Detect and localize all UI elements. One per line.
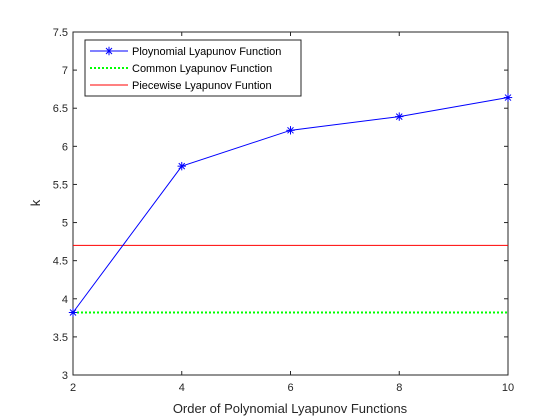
y-tick-label: 4.5 [53,256,68,268]
y-tick-label: 5 [62,218,68,230]
y-tick-label: 6 [62,141,68,153]
x-axis-label: Order of Polynomial Lyapunov Functions [173,401,408,416]
y-tick-label: 4 [62,294,68,306]
marker-stroke [105,47,113,55]
y-tick-label: 7.5 [53,27,68,39]
x-tick-label: 6 [287,382,293,394]
x-tick-label: 10 [502,382,514,394]
y-tick-label: 7 [62,65,68,77]
y-tick-label: 3.5 [53,332,68,344]
y-tick-label: 6.5 [53,103,68,115]
legend-label-0: Ploynomial Lyapunov Function [132,46,281,58]
legend-marker [104,46,114,56]
x-tick-label: 4 [179,382,185,394]
legend-label-2: Piecewise Lyapunov Funtion [132,80,272,92]
marker-stroke [287,126,294,134]
series-layer [68,93,513,317]
data-point-marker [395,112,404,121]
y-axis-label: k [28,199,43,206]
marker-stroke [504,94,512,101]
legend-label-1: Common Lyapunov Function [132,63,272,75]
marker-stroke [395,113,403,120]
axis-ticks: 2 4 6 8 10 3 3.5 4 4.5 5 5.5 6 6.5 7 7.5 [53,27,514,394]
x-tick-label: 8 [396,382,402,394]
legend: Ploynomial Lyapunov Function Common Lyapu… [84,39,302,97]
y-tick-label: 5.5 [53,179,68,191]
data-point-marker [503,93,513,102]
data-point-marker [177,161,186,171]
data-point-marker [68,308,78,317]
marker-stroke [178,162,186,170]
legend-box [84,39,302,97]
y-tick-label: 3 [62,370,68,382]
marker-stroke [69,309,77,316]
data-point-marker [286,126,295,135]
x-tick-label: 2 [70,382,76,394]
